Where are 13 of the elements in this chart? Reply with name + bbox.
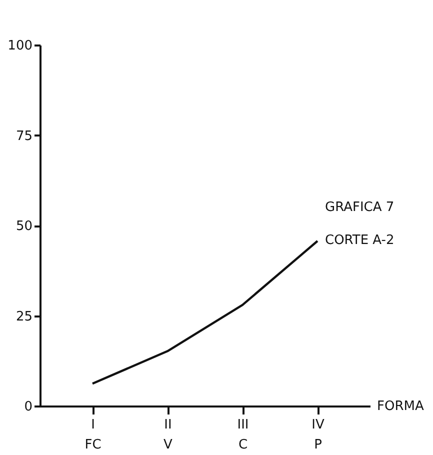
x-tick-label: I FC [84, 418, 102, 452]
line-series [91, 240, 319, 385]
y-tick-label: 75 [16, 128, 32, 144]
x-axis-title: FORMA [377, 399, 424, 414]
x-tick-label: II V [164, 418, 173, 452]
y-tick-label: 0 [24, 400, 32, 414]
y-tick-label: 50 [16, 219, 32, 234]
x-tick-label: III C [237, 418, 249, 452]
x-tick-label: IV P [312, 418, 324, 452]
annotation: CORTE A-2 [325, 233, 394, 248]
y-tick-label: 100 [8, 38, 32, 54]
text: GRAFICA 7 [325, 200, 394, 215]
y-tick-label: 25 [16, 309, 32, 324]
